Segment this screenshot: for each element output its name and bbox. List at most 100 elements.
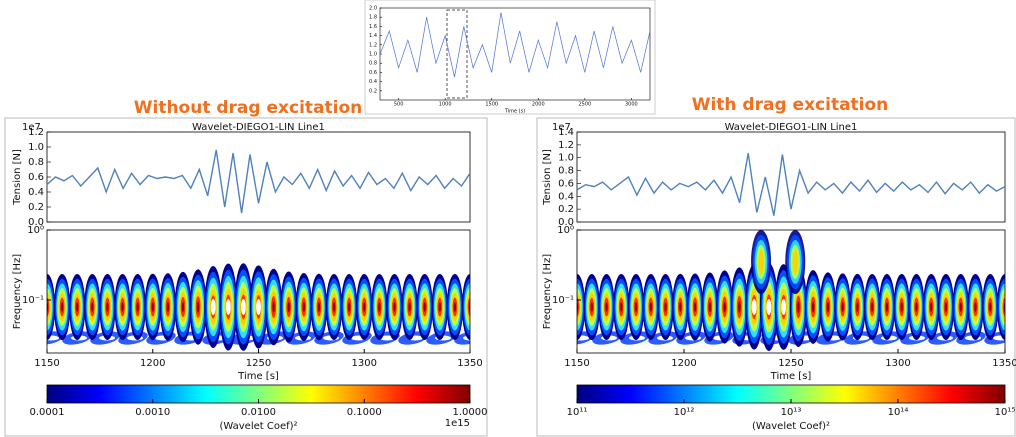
scalogram-blob bbox=[826, 302, 830, 312]
scalogram-blob bbox=[302, 302, 305, 312]
x-tick-label: 1000 bbox=[439, 102, 452, 108]
y-tick-label: 1.2 bbox=[28, 127, 44, 138]
x-tick-label: 1150 bbox=[564, 358, 589, 369]
scalogram-blob bbox=[708, 302, 712, 312]
y-tick-label: 1.2 bbox=[369, 42, 377, 48]
scalogram-blob bbox=[423, 302, 426, 312]
data-line bbox=[379, 12, 651, 78]
scalogram-blob bbox=[121, 302, 124, 312]
colorbar-tick-label: 10¹¹ bbox=[567, 407, 588, 418]
colorbar-tick-label: 10¹² bbox=[674, 407, 695, 418]
scalogram-blob bbox=[240, 299, 246, 315]
x-axis-label: Time [s] bbox=[237, 371, 279, 382]
scalogram-blob bbox=[60, 302, 64, 312]
y-tick-label: 0.2 bbox=[369, 88, 377, 94]
y-tick-label: 1.6 bbox=[369, 24, 377, 30]
y-tick-label: 10⁰ bbox=[27, 225, 44, 236]
colorbar-offset: 1e15 bbox=[445, 418, 470, 429]
data-line bbox=[576, 153, 1006, 216]
y-tick-label: 1.8 bbox=[369, 15, 377, 21]
scalogram-blob bbox=[664, 302, 667, 312]
scalogram-blob bbox=[408, 302, 411, 312]
scalogram-blob bbox=[332, 302, 336, 312]
scalogram-blob bbox=[634, 302, 638, 312]
scalogram-blob bbox=[136, 302, 139, 312]
y-tick-label: 0.6 bbox=[369, 70, 377, 76]
y-tick-label: 1.0 bbox=[369, 52, 377, 58]
y-tick-label: 1.0 bbox=[558, 153, 574, 164]
y-tick-label: 0.0 bbox=[558, 217, 574, 228]
scalogram-blob bbox=[959, 302, 962, 312]
scalogram-blob bbox=[91, 302, 94, 312]
colorbar-tick-label: 0.1000 bbox=[347, 407, 382, 418]
chart-title: Wavelet-DIEGO1-LIN Line1 bbox=[725, 122, 858, 133]
scalogram-blob bbox=[106, 302, 109, 312]
y-tick-label: 0.6 bbox=[28, 172, 44, 183]
scalogram-blob bbox=[272, 301, 275, 313]
scalogram-blob bbox=[679, 302, 682, 312]
scalogram-blob bbox=[181, 301, 185, 313]
scalogram-blob bbox=[811, 301, 815, 313]
y-tick-label: 0.2 bbox=[558, 204, 574, 215]
scalogram-blob bbox=[605, 302, 608, 312]
scalogram-blob bbox=[915, 302, 918, 312]
axis-offset: 1e7 bbox=[22, 122, 41, 133]
scalogram-blob bbox=[885, 302, 889, 312]
scalogram-blob bbox=[256, 299, 261, 315]
y-tick-label: 1.4 bbox=[558, 127, 574, 138]
x-tick-label: 3000 bbox=[625, 102, 638, 108]
y-tick-label: 0.6 bbox=[558, 178, 574, 189]
scalogram-blob bbox=[620, 302, 623, 312]
x-tick-label: 1350 bbox=[457, 358, 482, 369]
y-tick-label: 2.0 bbox=[369, 6, 377, 12]
scalogram-blob bbox=[649, 302, 652, 312]
y-tick-label: 10⁰ bbox=[557, 225, 574, 236]
x-axis-label: Time (s) bbox=[504, 109, 525, 115]
scalogram-blob bbox=[944, 302, 948, 312]
colorbar-label: (Wavelet Coef)² bbox=[752, 421, 830, 432]
scalogram-blob bbox=[393, 302, 396, 312]
y-tick-label: 1.4 bbox=[369, 33, 377, 39]
y-tick-label: 0.4 bbox=[28, 187, 44, 198]
scalogram-blob bbox=[781, 299, 787, 315]
highlight-box bbox=[446, 9, 468, 99]
scalogram-blob bbox=[76, 302, 79, 312]
scalogram-blob bbox=[930, 302, 933, 312]
y-tick-label: 0.4 bbox=[369, 79, 377, 85]
scalogram-blob bbox=[841, 302, 844, 312]
x-tick-label: 1250 bbox=[778, 358, 803, 369]
scalogram-blob bbox=[453, 302, 457, 312]
scalogram bbox=[47, 263, 470, 351]
heading: With drag excitation bbox=[692, 95, 889, 115]
y-tick-label: 1.2 bbox=[558, 140, 574, 151]
data-line bbox=[46, 149, 471, 214]
scalogram-blob bbox=[151, 302, 154, 312]
x-tick-label: 1500 bbox=[485, 102, 498, 108]
scalogram-blob bbox=[856, 302, 859, 312]
colorbar-tick-label: 10¹³ bbox=[781, 407, 802, 418]
scalogram-blob bbox=[317, 302, 321, 312]
colorbar-tick-label: 0.0001 bbox=[30, 407, 65, 418]
colorbar-tick-label: 10¹⁴ bbox=[888, 407, 909, 418]
panel-frame bbox=[536, 117, 1016, 437]
colorbar-tick-label: 0.0010 bbox=[135, 407, 170, 418]
x-tick-label: 1350 bbox=[992, 358, 1016, 369]
scalogram bbox=[577, 230, 1005, 351]
colorbar-tick-label: 1.0000 bbox=[453, 407, 488, 418]
scalogram-blob bbox=[751, 299, 757, 315]
scalogram-blob bbox=[196, 301, 200, 313]
scalogram-blob bbox=[738, 301, 741, 313]
y-tick-label: 0.8 bbox=[558, 166, 574, 177]
scalogram-blob bbox=[797, 301, 800, 313]
scalogram-blob bbox=[900, 302, 903, 312]
y-tick-label: 0.0 bbox=[28, 217, 44, 228]
colorbar-tick-label: 0.0100 bbox=[241, 407, 276, 418]
x-tick-label: 500 bbox=[394, 102, 404, 108]
x-tick-label: 2500 bbox=[578, 102, 591, 108]
scalogram-blob bbox=[378, 302, 381, 312]
chart-title: Wavelet-DIEGO1-LIN Line1 bbox=[192, 122, 325, 133]
y-tick-label: 0.8 bbox=[369, 61, 377, 67]
y-tick-label: 0.8 bbox=[28, 157, 44, 168]
x-tick-label: 1200 bbox=[671, 358, 696, 369]
